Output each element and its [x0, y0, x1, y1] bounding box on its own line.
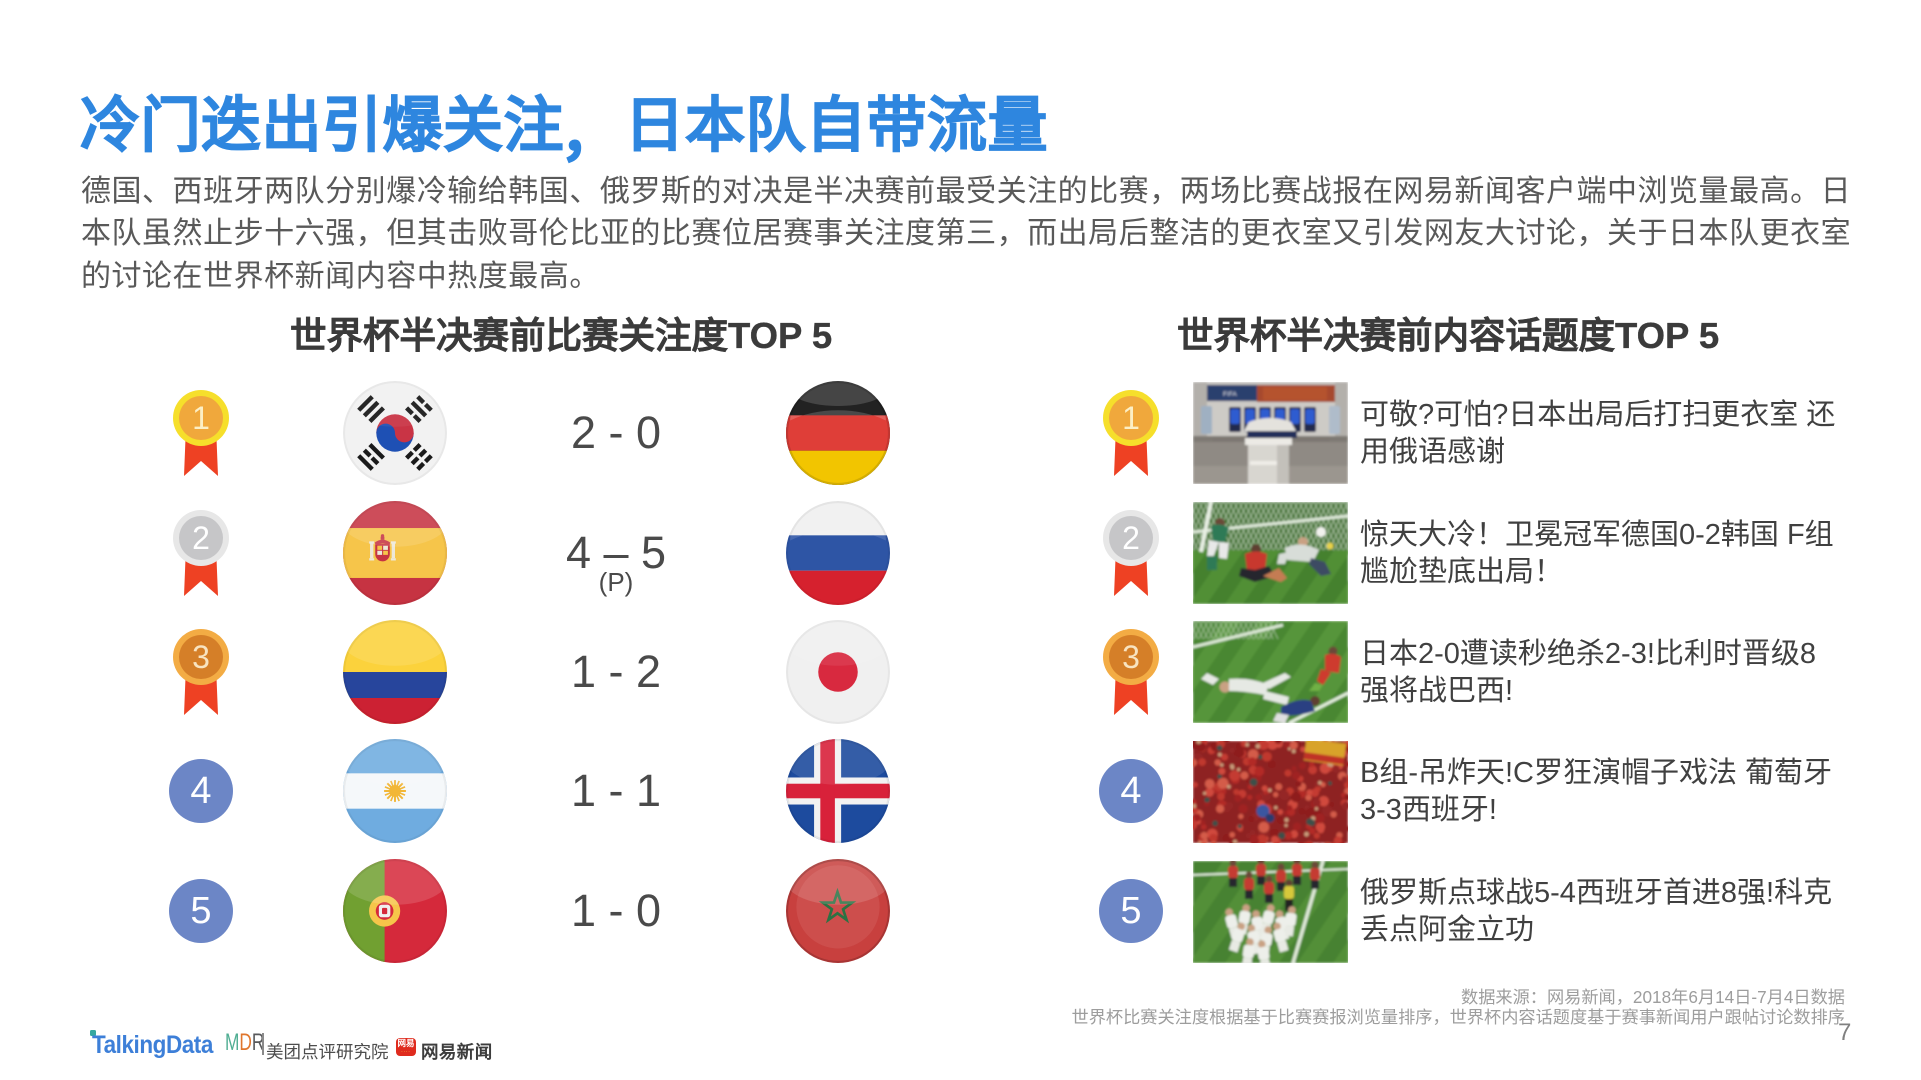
svg-text:3: 3 — [1122, 639, 1140, 675]
svg-text:4: 4 — [1120, 770, 1141, 812]
svg-text:3: 3 — [192, 639, 210, 675]
svg-text:5: 5 — [1120, 890, 1141, 932]
svg-text:1: 1 — [1122, 400, 1140, 436]
svg-text:2: 2 — [1122, 520, 1140, 556]
svg-text:FIFA: FIFA — [1223, 391, 1237, 398]
svg-text:1: 1 — [192, 400, 210, 436]
svg-text:2: 2 — [192, 520, 210, 556]
svg-text:4: 4 — [190, 770, 211, 812]
svg-text:5: 5 — [190, 890, 211, 932]
